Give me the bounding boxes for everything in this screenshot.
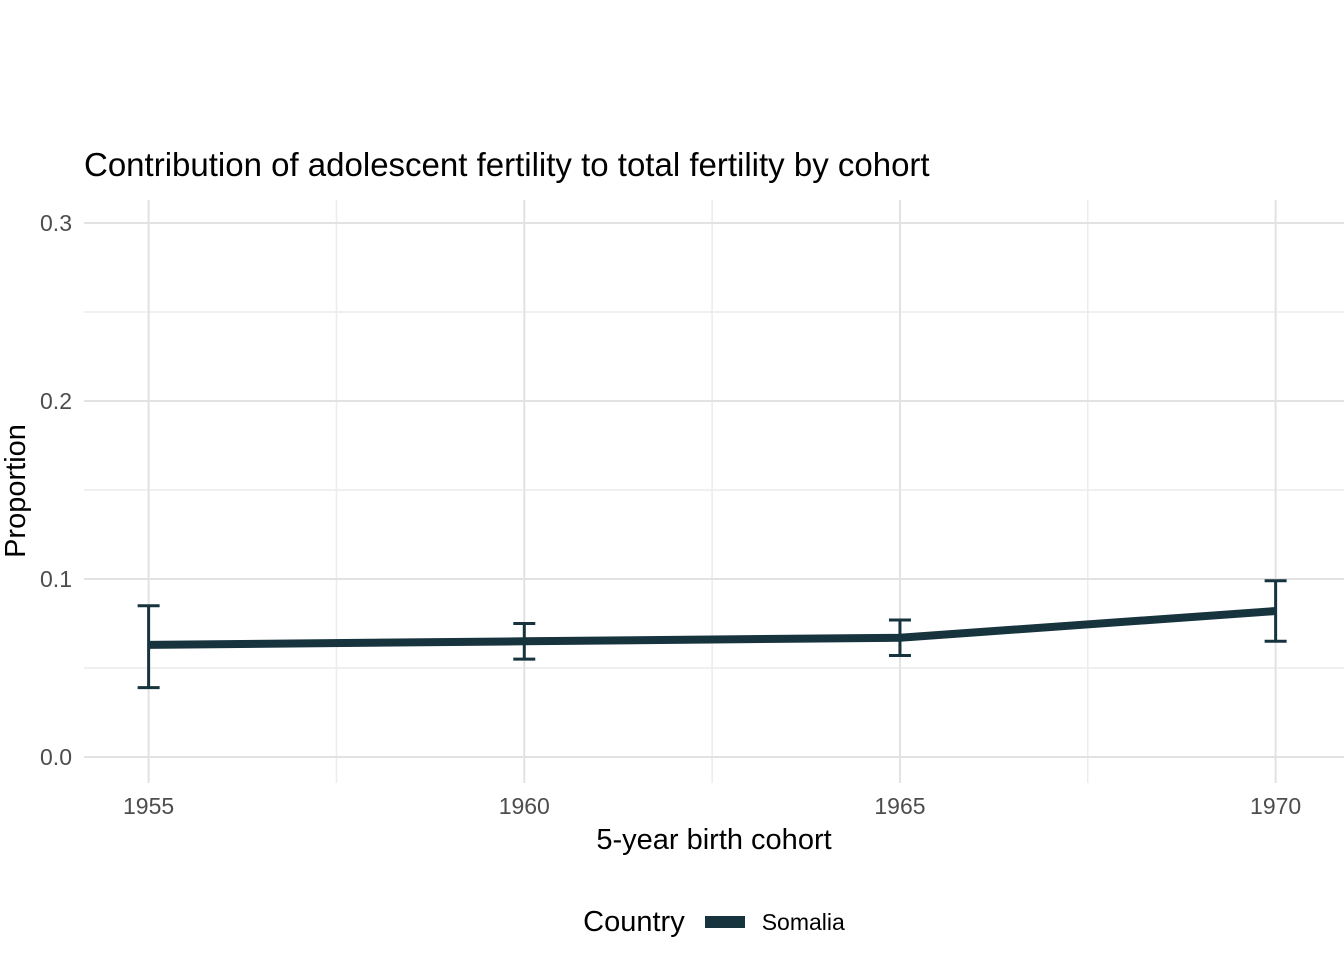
legend-title: Country: [583, 905, 685, 938]
legend-key-swatch: [704, 916, 745, 928]
x-tick-label: 1970: [1250, 793, 1302, 819]
plot-area: [84, 200, 1344, 783]
y-tick-label: 0.2: [40, 387, 72, 414]
legend-entry-somalia: Somalia: [704, 908, 845, 936]
legend-entry-label: Somalia: [761, 908, 845, 935]
y-tick-label: 0.0: [40, 744, 72, 770]
x-tick-label: 1965: [874, 793, 926, 819]
x-axis-title: 5-year birth cohort: [596, 824, 832, 856]
y-tick-label: 0.1: [40, 565, 72, 592]
x-tick-label: 1960: [498, 793, 550, 819]
x-tick-label: 1955: [123, 793, 175, 819]
legend: Country Somalia: [84, 900, 1344, 944]
y-tick-label: 0.3: [40, 209, 72, 236]
series-line-somalia: [148, 607, 1276, 649]
chart-title: Contribution of adolescent fertility to …: [84, 146, 930, 183]
